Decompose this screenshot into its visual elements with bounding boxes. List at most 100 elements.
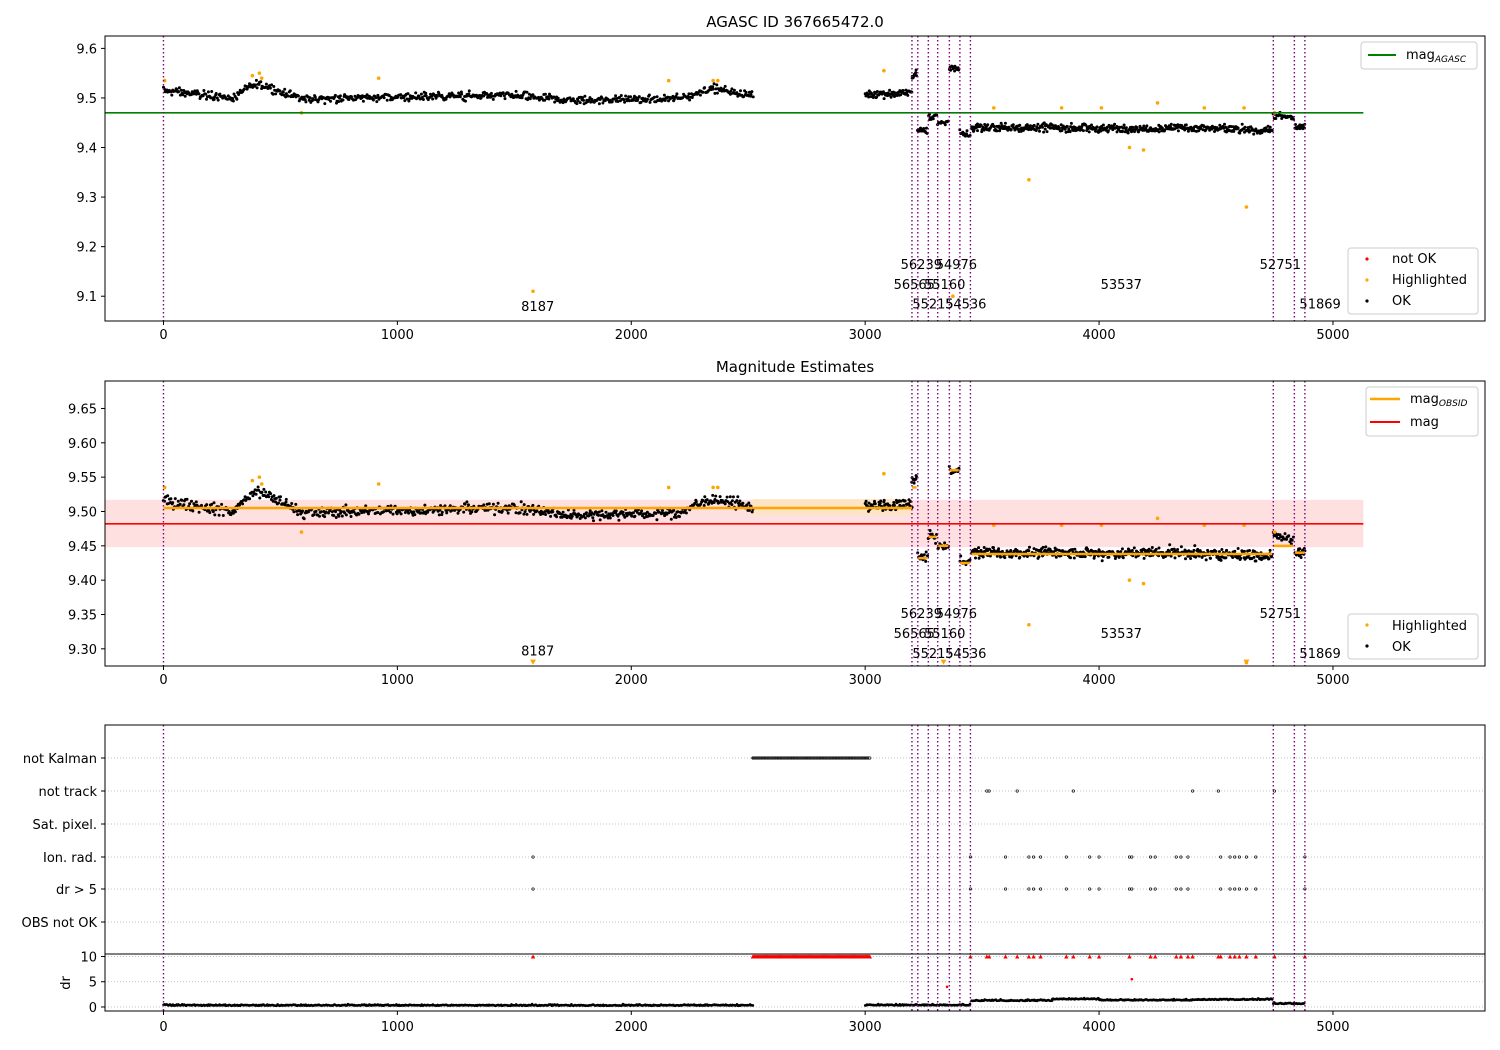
agasc-ok-point bbox=[1223, 122, 1226, 126]
legend-ok-marker bbox=[1365, 299, 1369, 303]
mag-ok-point bbox=[1167, 550, 1171, 554]
agasc-ok-point bbox=[421, 98, 425, 101]
flag-point bbox=[1179, 887, 1183, 891]
flag-point bbox=[1233, 887, 1237, 891]
mag-ok-point bbox=[617, 518, 621, 522]
mag-ok-point bbox=[728, 495, 732, 499]
mag-ok-point bbox=[438, 508, 442, 512]
dr-capped-marker bbox=[1253, 954, 1258, 959]
agasc-ok-point bbox=[582, 98, 585, 102]
mag-ok-point bbox=[661, 509, 664, 512]
agasc-ok-point bbox=[1197, 129, 1201, 133]
flag-point bbox=[1219, 887, 1223, 891]
mag-ok-point bbox=[981, 555, 985, 559]
agasc-ok-point bbox=[177, 90, 181, 94]
mag-ok-point bbox=[549, 514, 553, 518]
agasc-ok-point bbox=[648, 100, 652, 104]
agasc-ok-point bbox=[182, 89, 186, 92]
flags-xtick-label: 0 bbox=[159, 1020, 167, 1035]
agasc-ok-point bbox=[701, 90, 705, 94]
agasc-ok-point bbox=[1236, 126, 1240, 130]
mag-ok-point bbox=[173, 497, 177, 501]
mag-ok-point bbox=[279, 495, 282, 499]
flag-point bbox=[1130, 887, 1134, 891]
flag-point bbox=[1039, 887, 1043, 891]
mag-ok-point bbox=[292, 510, 296, 514]
mag-ok-point bbox=[340, 514, 344, 518]
mag-ok-point bbox=[352, 510, 356, 514]
mag-ok-point bbox=[332, 514, 336, 517]
agasc-ok-point bbox=[992, 125, 996, 129]
agasc-ok-point bbox=[464, 99, 467, 103]
agasc-ok-point bbox=[235, 97, 239, 101]
agasc-highlighted-point bbox=[1242, 106, 1246, 110]
mag-ok-point bbox=[926, 554, 929, 558]
dr-capped-marker bbox=[1087, 954, 1092, 959]
agasc-ok-point bbox=[1121, 129, 1124, 133]
agasc-ok-point bbox=[965, 132, 968, 136]
mag-ok-point bbox=[867, 501, 871, 505]
mag-ok-point bbox=[166, 494, 170, 498]
agasc-ok-point bbox=[329, 99, 332, 103]
mag-ok-point bbox=[395, 512, 399, 516]
mag-ok-point bbox=[248, 497, 252, 501]
flag-label: not track bbox=[38, 785, 97, 800]
mag-ok-point bbox=[284, 497, 288, 501]
mag-ytick-label: 9.30 bbox=[68, 643, 97, 658]
mag-ok-point bbox=[976, 550, 980, 553]
agasc-xtick-label: 5000 bbox=[1316, 328, 1349, 343]
agasc-ok-point bbox=[1032, 123, 1036, 127]
agasc-ok-point bbox=[1176, 129, 1180, 133]
mag-highlighted-point bbox=[162, 485, 167, 490]
mag-ok-point bbox=[269, 492, 273, 496]
flag-point bbox=[1148, 855, 1153, 859]
agasc-ok-point bbox=[1142, 124, 1146, 128]
mag-ok-point bbox=[995, 554, 999, 558]
dr-high-point bbox=[1130, 977, 1134, 981]
mag-ok-point bbox=[364, 504, 368, 508]
mag-ok-point bbox=[903, 499, 907, 503]
mag-ok-point bbox=[600, 509, 604, 513]
mag-ok-point bbox=[318, 514, 321, 518]
mag-ok-point bbox=[551, 510, 555, 514]
mag-ok-point bbox=[873, 502, 877, 506]
agasc-ok-point bbox=[953, 69, 957, 73]
mag-ok-point bbox=[440, 510, 444, 514]
mag-ok-point bbox=[570, 514, 574, 518]
flag-point bbox=[1027, 855, 1031, 859]
mag-ok-point bbox=[334, 510, 338, 514]
agasc-ok-point bbox=[1003, 121, 1007, 125]
agasc-ok-point bbox=[588, 96, 592, 100]
mag-ok-point bbox=[1134, 555, 1138, 559]
agasc-ok-point bbox=[216, 98, 220, 102]
mag-ok-point bbox=[468, 508, 472, 512]
agasc-ok-point bbox=[272, 85, 276, 88]
agasc-ok-point bbox=[965, 129, 969, 133]
agasc-ok-point bbox=[527, 92, 531, 96]
agasc-ok-point bbox=[212, 97, 216, 101]
agasc-ok-point bbox=[1041, 125, 1044, 129]
mag-ok-point bbox=[367, 512, 370, 516]
agasc-ok-point bbox=[424, 91, 428, 95]
mag-ok-point bbox=[747, 501, 751, 505]
mag-ok-point bbox=[407, 511, 411, 515]
agasc-ok-point bbox=[192, 92, 196, 96]
flag-point bbox=[1097, 887, 1101, 891]
mag-ok-point bbox=[1147, 550, 1150, 554]
agasc-ok-point bbox=[1029, 124, 1032, 128]
mag-highlighted-point bbox=[257, 475, 262, 479]
mag-ok-point bbox=[1288, 540, 1292, 544]
agasc-ok-point bbox=[385, 98, 389, 102]
mag-ytick-label: 9.65 bbox=[68, 402, 97, 417]
mag-ok-point bbox=[583, 516, 587, 520]
mag-ok-point bbox=[178, 502, 182, 506]
agasc-ok-point bbox=[1182, 125, 1186, 129]
mag-ok-point bbox=[606, 516, 610, 520]
agasc-ok-point bbox=[303, 98, 307, 102]
mag-ok-point bbox=[443, 504, 447, 508]
mag-ok-point bbox=[334, 516, 338, 519]
mag-highlighted-point bbox=[666, 485, 671, 490]
agasc-ok-point bbox=[478, 94, 482, 97]
agasc-obsid-annotation: 56565 bbox=[894, 278, 935, 293]
mag-ok-point bbox=[1267, 557, 1271, 561]
